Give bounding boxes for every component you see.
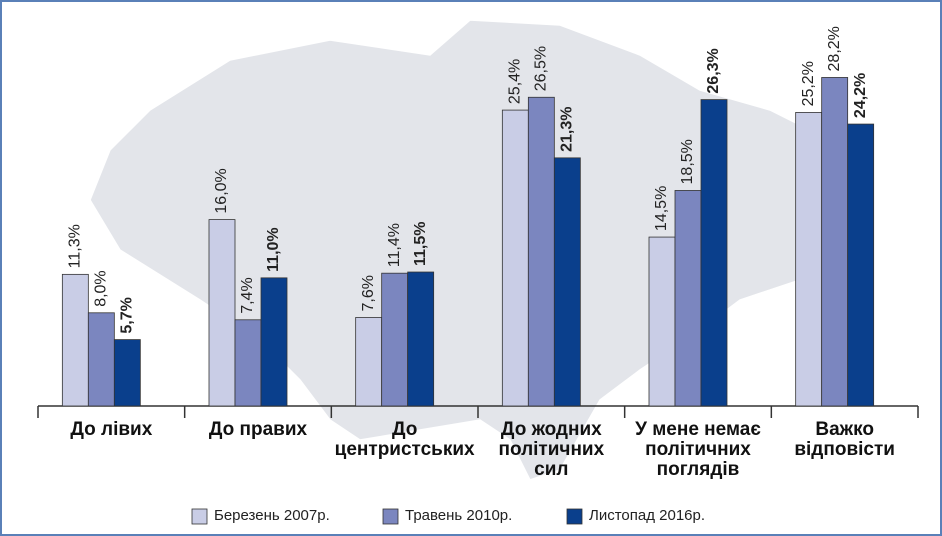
legend-swatch (191, 508, 208, 525)
legend-label: Березень 2007р. (214, 507, 330, 524)
value-label: 5,7% (119, 297, 136, 333)
bar (821, 77, 849, 407)
value-label: 21,3% (559, 106, 576, 151)
value-label: 11,4% (386, 223, 403, 267)
value-label: 11,0% (265, 227, 282, 271)
x-tick-label: До лівих (70, 419, 153, 440)
bar (87, 312, 115, 407)
value-label: 26,3% (705, 48, 722, 93)
bar (795, 112, 823, 407)
bar (700, 99, 728, 407)
value-label: 26,5% (533, 46, 550, 91)
value-label: 14,5% (653, 186, 670, 231)
legend-label: Травень 2010р. (405, 507, 513, 524)
bar (234, 319, 262, 407)
bar (648, 236, 676, 407)
bar (113, 339, 141, 407)
value-label: 28,2% (826, 26, 843, 71)
x-tick-label: До жодних політичних сил (498, 419, 605, 480)
legend-label: Листопад 2016р. (589, 507, 706, 524)
bar (527, 96, 555, 407)
value-label: 24,2% (852, 73, 869, 118)
bar (553, 157, 581, 407)
value-label: 25,4% (507, 59, 524, 104)
x-tick-label: У мене немає політичних поглядів (635, 419, 761, 480)
legend-swatch (382, 508, 399, 525)
value-label: 11,3% (67, 224, 84, 268)
value-label: 11,5% (412, 222, 429, 266)
bar (260, 277, 288, 407)
bar (501, 109, 529, 407)
value-label: 16,0% (213, 168, 230, 213)
value-label: 25,2% (800, 61, 817, 106)
x-tick-label: До правих (208, 419, 308, 440)
bar (847, 123, 875, 407)
bar (61, 273, 89, 407)
value-label: 18,5% (679, 139, 696, 184)
value-label: 7,4% (239, 277, 256, 313)
bar (381, 272, 409, 407)
bar (407, 271, 435, 407)
bar (355, 317, 383, 407)
value-label: 7,6% (360, 275, 377, 311)
bar (674, 190, 702, 407)
value-label: 8,0% (93, 270, 110, 306)
x-tick-label: Важко відповісти (794, 419, 895, 460)
x-tick-label: До центристських (334, 419, 475, 460)
bar (208, 219, 236, 407)
legend-swatch (566, 508, 583, 525)
